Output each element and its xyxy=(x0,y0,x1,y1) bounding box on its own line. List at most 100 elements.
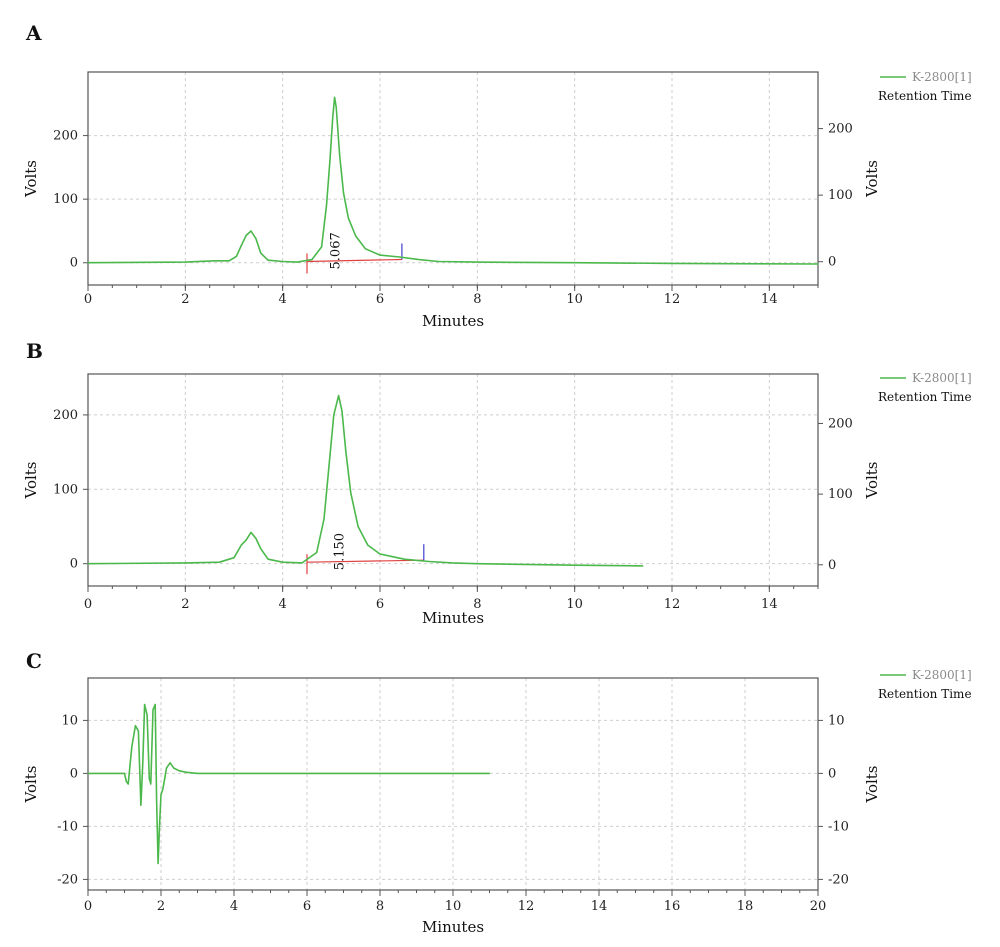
data-point xyxy=(137,730,139,732)
legend-entry: K-2800[1] xyxy=(912,668,972,682)
y2-tick-label: 0 xyxy=(828,766,836,781)
data-point xyxy=(260,252,262,254)
data-point xyxy=(341,410,343,412)
x-tick-label: 14 xyxy=(591,899,608,914)
y2-tick-label: 100 xyxy=(828,487,853,502)
data-point xyxy=(164,778,166,780)
data-point xyxy=(323,518,325,520)
y-tick-label: 0 xyxy=(70,256,78,271)
data-point xyxy=(184,562,186,564)
x-tick-label: 8 xyxy=(376,899,384,914)
data-point xyxy=(574,564,576,566)
legend-entry: Retention Time xyxy=(878,89,972,103)
y-tick-label: 200 xyxy=(53,129,78,144)
data-point xyxy=(165,767,168,769)
y2-tick-label: 200 xyxy=(828,416,853,431)
chart-panel-c: C0 2 4 6 8 10 12 14 16 18 20-20-10010-20-10010Minu… xyxy=(22,649,972,936)
data-point xyxy=(250,230,252,232)
data-point xyxy=(355,235,357,237)
data-point xyxy=(335,106,337,108)
data-point xyxy=(357,525,359,528)
data-point xyxy=(228,260,230,262)
data-point xyxy=(245,539,247,541)
data-point xyxy=(169,762,171,764)
y2-tick-label: -20 xyxy=(828,872,849,887)
x-tick-label: 0 xyxy=(84,899,92,914)
x-tick-label: 12 xyxy=(518,899,535,914)
y2-axis-label: Volts xyxy=(863,160,881,198)
data-point xyxy=(87,563,89,565)
data-point xyxy=(148,778,150,780)
data-point xyxy=(125,780,127,782)
data-point xyxy=(269,772,272,775)
data-point xyxy=(150,783,152,785)
x-tick-label: 2 xyxy=(181,597,189,612)
data-point xyxy=(152,709,154,711)
data-point xyxy=(127,783,129,785)
x-tick-label: 14 xyxy=(761,292,778,307)
x-tick-label: 0 xyxy=(84,597,92,612)
x-tick-label: 2 xyxy=(157,899,165,914)
data-point xyxy=(250,531,252,534)
data-point xyxy=(379,553,381,555)
data-point xyxy=(347,217,349,219)
y-tick-label: 100 xyxy=(53,482,78,497)
plot-frame xyxy=(87,71,819,286)
x-tick-label: 4 xyxy=(230,899,238,914)
x-tick-label: 20 xyxy=(810,899,827,914)
retention-time-label: 5.067 xyxy=(329,232,344,269)
data-point xyxy=(296,261,298,263)
data-point xyxy=(364,248,366,250)
x-tick-label: 16 xyxy=(664,899,681,914)
data-point xyxy=(233,557,235,559)
panel-label: A xyxy=(25,21,42,45)
chart-panel-b: B 0 2 4 6 8 10 12 14 0 100 200 0 100 200 Minutes Volts Vo… xyxy=(22,339,972,627)
data-point xyxy=(671,262,673,264)
panel-label: B xyxy=(26,339,43,363)
data-point xyxy=(379,772,381,775)
legend-entry: K-2800[1] xyxy=(912,70,972,84)
data-point xyxy=(316,551,318,554)
data-point xyxy=(185,771,188,773)
data-point xyxy=(196,772,199,775)
x-axis-label: Minutes xyxy=(422,609,484,627)
legend-entry: Retention Time xyxy=(878,687,972,701)
data-point xyxy=(476,563,478,565)
y-tick-label: 100 xyxy=(53,192,78,207)
data-point xyxy=(240,244,242,247)
data-point xyxy=(321,246,323,248)
y-tick-label: 0 xyxy=(70,766,78,781)
x-tick-label: 6 xyxy=(303,899,311,914)
data-point xyxy=(333,96,336,99)
data-point xyxy=(154,703,156,706)
data-point xyxy=(158,825,161,828)
data-point xyxy=(156,799,158,801)
y2-tick-label: 0 xyxy=(828,558,836,573)
series-line xyxy=(87,96,819,265)
data-point xyxy=(333,414,335,416)
data-point xyxy=(213,260,216,262)
x-tick-label: 8 xyxy=(473,292,481,307)
data-point xyxy=(367,544,369,546)
data-point xyxy=(282,260,284,263)
x-tick-label: 14 xyxy=(761,597,778,612)
data-point xyxy=(339,154,341,156)
y-tick-label: 0 xyxy=(70,557,78,572)
data-point xyxy=(350,492,352,494)
series-line xyxy=(87,394,643,567)
data-point xyxy=(255,537,257,539)
data-point xyxy=(642,565,644,567)
legend-entry: K-2800[1] xyxy=(912,371,972,385)
x-axis-label: Minutes xyxy=(422,312,484,330)
data-point xyxy=(178,770,180,772)
y-tick-label: -10 xyxy=(57,819,78,834)
data-point xyxy=(184,261,186,263)
data-point xyxy=(488,772,491,775)
y2-axis-label: Volts xyxy=(863,765,881,803)
data-point xyxy=(140,804,142,806)
peak-baseline xyxy=(306,258,402,263)
x-tick-label: 0 xyxy=(84,292,92,307)
data-point xyxy=(123,772,126,775)
